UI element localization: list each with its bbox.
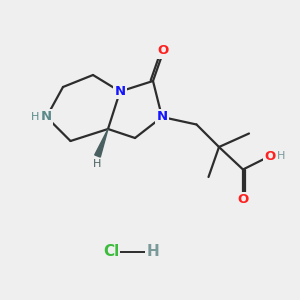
Text: N: N bbox=[41, 110, 52, 124]
Text: N: N bbox=[156, 110, 168, 124]
Text: H: H bbox=[277, 151, 286, 161]
Text: O: O bbox=[264, 149, 276, 163]
Text: O: O bbox=[237, 193, 249, 206]
Text: Cl: Cl bbox=[103, 244, 119, 260]
Text: N: N bbox=[114, 85, 126, 98]
Text: H: H bbox=[31, 112, 39, 122]
Text: O: O bbox=[158, 44, 169, 58]
Text: H: H bbox=[147, 244, 159, 260]
Polygon shape bbox=[95, 129, 108, 157]
Text: H: H bbox=[93, 159, 102, 170]
